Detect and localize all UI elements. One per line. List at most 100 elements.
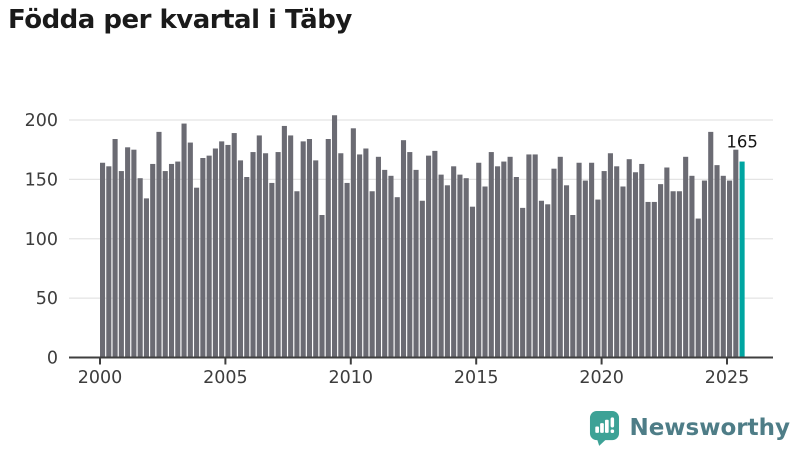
bar	[664, 167, 670, 358]
bar	[269, 182, 275, 358]
y-axis-tick-label: 150	[25, 170, 58, 190]
bar	[150, 163, 156, 358]
bar	[526, 154, 532, 358]
bar	[689, 175, 695, 358]
bar	[256, 135, 262, 358]
bar	[482, 186, 488, 358]
bar	[331, 115, 338, 358]
bar	[288, 135, 294, 358]
bar	[589, 162, 595, 358]
x-axis-tick-label: 2025	[705, 368, 750, 388]
x-axis-tick-label: 2000	[78, 368, 123, 388]
bar	[294, 191, 300, 358]
bar	[432, 150, 438, 358]
bar	[513, 177, 519, 358]
bar	[639, 163, 645, 358]
bar	[143, 198, 149, 358]
bar	[476, 162, 482, 358]
bar	[683, 156, 689, 358]
bar	[620, 186, 626, 358]
bar	[426, 155, 432, 358]
bar	[708, 131, 714, 358]
bar	[250, 152, 256, 358]
highlighted-bar	[739, 161, 745, 358]
bar	[137, 178, 143, 358]
bar	[614, 166, 620, 358]
bar	[457, 174, 463, 358]
bar	[551, 168, 557, 358]
bar	[275, 152, 281, 358]
bar	[244, 177, 250, 358]
bar	[601, 171, 607, 358]
bar	[125, 147, 131, 358]
bar	[651, 201, 657, 358]
bar	[357, 154, 363, 358]
y-axis-tick-label: 100	[25, 230, 58, 250]
bar	[319, 215, 325, 358]
bar	[469, 206, 476, 358]
bar	[118, 171, 124, 358]
bar	[225, 144, 231, 358]
bar	[595, 199, 601, 358]
x-axis-tick-label: 2010	[329, 368, 374, 388]
bar	[563, 185, 570, 358]
bar	[400, 140, 407, 358]
bar	[338, 153, 344, 358]
bar	[444, 185, 450, 358]
bar	[219, 141, 225, 358]
y-axis-tick-label: 0	[47, 349, 58, 369]
bar	[632, 172, 639, 358]
bar	[231, 133, 237, 358]
bar	[281, 125, 287, 358]
bar	[520, 207, 526, 358]
bar	[194, 187, 200, 358]
bar	[538, 200, 544, 358]
bar	[375, 156, 381, 358]
bar	[495, 166, 501, 358]
bar	[670, 191, 676, 358]
bar	[419, 200, 425, 358]
bar	[306, 139, 313, 358]
newsworthy-logo[interactable]: Newsworthy	[589, 410, 790, 446]
bar	[369, 191, 375, 358]
bar	[676, 191, 682, 358]
bar	[407, 152, 413, 358]
bar	[607, 153, 613, 358]
bar	[168, 163, 175, 358]
bar	[313, 160, 319, 358]
x-axis-tick-label: 2005	[203, 368, 248, 388]
bar	[237, 160, 244, 358]
bar	[532, 154, 538, 358]
x-axis-tick-label: 2015	[454, 368, 499, 388]
newsworthy-logo-text: Newsworthy	[629, 415, 790, 441]
bar	[175, 161, 181, 358]
bar	[701, 180, 708, 358]
bar	[463, 178, 469, 358]
bar-value-label: 165	[726, 133, 758, 152]
bar	[438, 174, 444, 358]
bar	[545, 204, 551, 358]
bar	[363, 148, 369, 358]
bar	[212, 148, 218, 358]
bar	[645, 201, 651, 358]
bar	[570, 215, 576, 358]
bar	[382, 169, 388, 358]
bar	[131, 149, 137, 358]
bar	[714, 165, 720, 358]
bar	[388, 175, 394, 358]
bar	[344, 182, 350, 358]
bar	[582, 180, 588, 358]
bar	[451, 166, 457, 358]
bar	[695, 218, 701, 358]
bar	[206, 155, 212, 358]
bar	[162, 171, 168, 358]
bar	[658, 184, 664, 358]
bar	[488, 152, 494, 358]
bar	[576, 162, 582, 358]
bar	[727, 180, 733, 358]
bar	[720, 175, 726, 358]
bar	[112, 139, 118, 358]
newsworthy-icon	[590, 411, 620, 446]
